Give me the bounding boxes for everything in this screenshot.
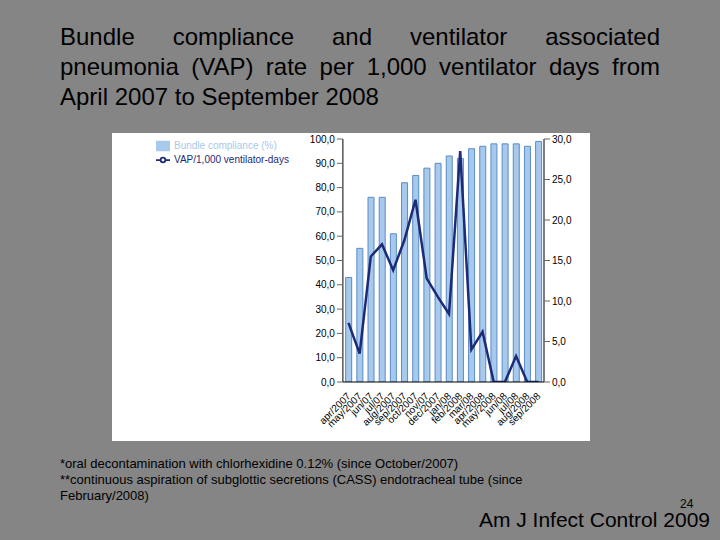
svg-text:80,0: 80,0 (315, 182, 335, 193)
svg-text:10,0: 10,0 (552, 296, 572, 307)
svg-text:20,0: 20,0 (315, 328, 335, 339)
svg-text:feb/2008: feb/2008 (429, 390, 465, 426)
html-text:*oral decontamination with chl: *oral decontamination with chlorhexidine… (60, 456, 459, 471)
svg-text:100,0: 100,0 (310, 134, 335, 145)
svg-text:may/2008: may/2008 (459, 390, 498, 430)
html-text:Bundle compliance (%): Bundle compliance (%) (174, 139, 277, 151)
svg-text:jun/07: jun/07 (348, 390, 376, 418)
svg-text:jul/07: jul/07 (361, 390, 387, 416)
html-text:Am J Infect Control 2009: Am J Infect Control 2009 (478, 508, 710, 531)
svg-text:dec/2007: dec/2007 (405, 390, 443, 428)
svg-text:90,0: 90,0 (315, 158, 335, 169)
svg-text:apr/2007: apr/2007 (317, 390, 353, 427)
svg-text:30,0: 30,0 (552, 134, 572, 145)
svg-text:mar/08: mar/08 (445, 390, 476, 421)
svg-text:5,0: 5,0 (552, 336, 566, 347)
html-text:Bundle compliance and ventilat: Bundle compliance and ventilator associa… (60, 23, 660, 110)
svg-text:jul/08: jul/08 (495, 390, 521, 416)
svg-text:nov/07: nov/07 (401, 390, 431, 420)
svg-text:sep/2007: sep/2007 (371, 390, 409, 428)
svg-text:oct/2007: oct/2007 (384, 390, 420, 426)
svg-text:0,0: 0,0 (552, 377, 566, 388)
svg-text:0,0: 0,0 (321, 377, 335, 388)
html-text:24: 24 (680, 497, 694, 511)
svg-text:sep/2008: sep/2008 (506, 390, 543, 427)
svg-text:jun/08: jun/08 (482, 390, 510, 418)
svg-text:may/2007: may/2007 (325, 390, 364, 430)
svg-text:50,0: 50,0 (315, 255, 335, 266)
svg-text:apr/2008: apr/2008 (451, 390, 487, 427)
svg-text:25,0: 25,0 (552, 174, 572, 185)
svg-text:60,0: 60,0 (315, 231, 335, 242)
svg-text:10,0: 10,0 (315, 352, 335, 363)
svg-text:40,0: 40,0 (315, 279, 335, 290)
svg-text:70,0: 70,0 (315, 206, 335, 217)
svg-text:15,0: 15,0 (552, 255, 572, 266)
html-text:**continuous aspiration of sub: **continuous aspiration of subglottic se… (60, 472, 523, 503)
svg-text:jan/08: jan/08 (426, 390, 454, 418)
html-text:VAP/1,000 ventilator-days: VAP/1,000 ventilator-days (174, 153, 289, 165)
svg-text:30,0: 30,0 (315, 304, 335, 315)
svg-text:aug/2007: aug/2007 (360, 390, 398, 428)
svg-text:aug/2008: aug/2008 (494, 390, 532, 428)
svg-text:20,0: 20,0 (552, 215, 572, 226)
